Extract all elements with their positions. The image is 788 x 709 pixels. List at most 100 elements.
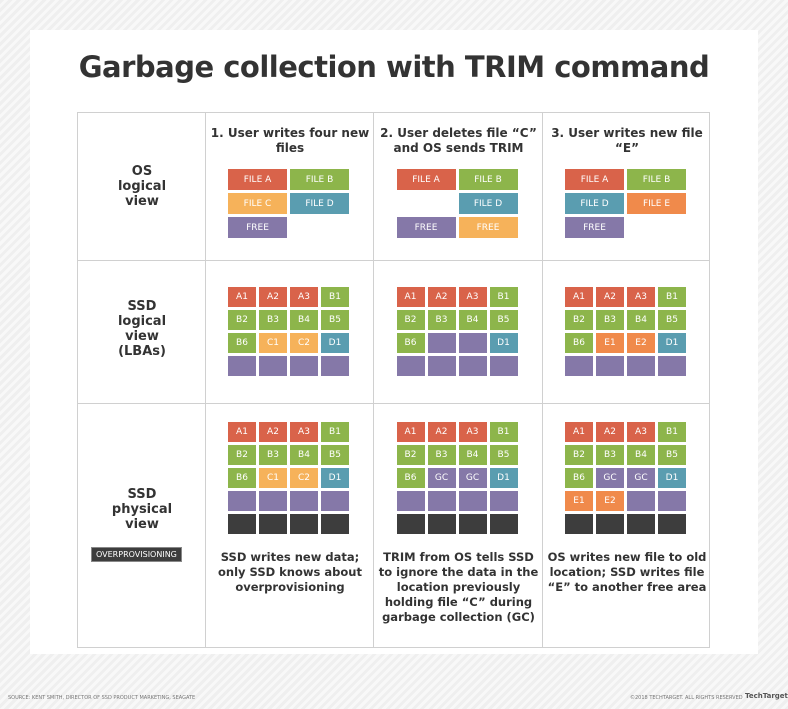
physical-block: B3: [596, 445, 624, 465]
os-file-block: FILE E: [627, 193, 686, 214]
lba-block: E2: [627, 333, 655, 353]
physical-block: [627, 514, 655, 534]
physical-block: A1: [228, 422, 256, 442]
physical-block: B1: [658, 422, 686, 442]
physical-block: A1: [396, 422, 425, 442]
physical-block: [396, 514, 425, 534]
physical-block: [596, 514, 624, 534]
physical-block: B6: [228, 468, 256, 488]
physical-block: B3: [427, 445, 456, 465]
lba-block: A2: [259, 287, 287, 307]
row-label-ssd-logical: SSD logical view (LBAs): [117, 299, 167, 359]
physical-block: A3: [290, 422, 318, 442]
physical-block: [321, 514, 349, 534]
divider: [78, 260, 709, 261]
physical-block: [259, 514, 287, 534]
diagram-table: OS logical view SSD logical view (LBAs) …: [77, 112, 710, 648]
lba-block: A3: [290, 287, 318, 307]
physical-block: [290, 514, 318, 534]
physical-block: GC: [458, 468, 487, 488]
os-file-block: FILE B: [290, 169, 349, 190]
physical-block: B2: [565, 445, 593, 465]
physical-block: B4: [290, 445, 318, 465]
lba-block: [596, 356, 624, 376]
lba-block: A1: [228, 287, 256, 307]
divider: [373, 113, 374, 647]
physical-block: [658, 491, 686, 511]
lba-block: D1: [489, 333, 518, 353]
physical-block: B5: [489, 445, 518, 465]
physical-block: [658, 514, 686, 534]
lba-block: B5: [321, 310, 349, 330]
lba-block: [627, 356, 655, 376]
lba-block: [396, 356, 425, 376]
os-file-block: FILE A: [565, 169, 624, 190]
lba-block: B1: [489, 287, 518, 307]
physical-block: D1: [321, 468, 349, 488]
physical-block: [321, 491, 349, 511]
lba-block: D1: [658, 333, 686, 353]
lba-block: B2: [396, 310, 425, 330]
lba-block: B2: [228, 310, 256, 330]
lba-block: B6: [228, 333, 256, 353]
physical-block: [228, 514, 256, 534]
physical-block: A2: [427, 422, 456, 442]
row-label-ssd-physical: SSD physical view: [111, 487, 173, 532]
physical-block: B5: [658, 445, 686, 465]
lba-block: B6: [396, 333, 425, 353]
lba-block: D1: [321, 333, 349, 353]
lba-block: [259, 356, 287, 376]
column-description: SSD writes new data; only SSD knows abou…: [218, 550, 362, 594]
physical-block: B6: [396, 468, 425, 488]
physical-block: [489, 514, 518, 534]
column-heading: 2. User deletes file “C” and OS sends TR…: [380, 126, 537, 155]
os-file-block: FILE B: [627, 169, 686, 190]
os-file-block: FILE D: [458, 193, 518, 214]
os-file-block: FILE C: [228, 193, 287, 214]
lba-block: B4: [627, 310, 655, 330]
os-file-block: FILE B: [458, 169, 518, 190]
physical-block: [458, 491, 487, 511]
lba-block: [427, 356, 456, 376]
lba-block: [427, 333, 456, 353]
physical-block: A2: [596, 422, 624, 442]
lba-block: B4: [290, 310, 318, 330]
physical-block: B2: [228, 445, 256, 465]
physical-block: C1: [259, 468, 287, 488]
physical-block: A3: [627, 422, 655, 442]
lba-block: [321, 356, 349, 376]
lba-block: B1: [658, 287, 686, 307]
physical-block: D1: [489, 468, 518, 488]
divider: [542, 113, 543, 647]
physical-block: A2: [259, 422, 287, 442]
lba-block: B5: [658, 310, 686, 330]
lba-block: E1: [596, 333, 624, 353]
physical-block: B1: [321, 422, 349, 442]
row-label-os-logical: OS logical view: [117, 164, 167, 209]
os-file-block: FILE A: [228, 169, 287, 190]
copyright: ©2018 TECHTARGET. ALL RIGHTS RESERVED: [630, 695, 743, 701]
physical-block: [290, 491, 318, 511]
column-heading: 3. User writes new file “E”: [551, 126, 703, 155]
physical-block: C2: [290, 468, 318, 488]
lba-block: A3: [627, 287, 655, 307]
os-file-block: FREE: [458, 217, 518, 238]
physical-block: GC: [427, 468, 456, 488]
lba-block: [458, 356, 487, 376]
physical-block: [259, 491, 287, 511]
lba-block: B6: [565, 333, 593, 353]
lba-block: [458, 333, 487, 353]
physical-block: [565, 514, 593, 534]
physical-block: [489, 491, 518, 511]
lba-block: A1: [396, 287, 425, 307]
column-description: OS writes new file to old location; SSD …: [547, 550, 707, 594]
divider: [78, 403, 709, 404]
lba-block: [565, 356, 593, 376]
column-description: TRIM from OS tells SSD to ignore the dat…: [378, 550, 539, 624]
physical-block: B4: [627, 445, 655, 465]
physical-block: E2: [596, 491, 624, 511]
lba-block: C1: [259, 333, 287, 353]
physical-block: [427, 491, 456, 511]
physical-block: B4: [458, 445, 487, 465]
lba-block: B5: [489, 310, 518, 330]
